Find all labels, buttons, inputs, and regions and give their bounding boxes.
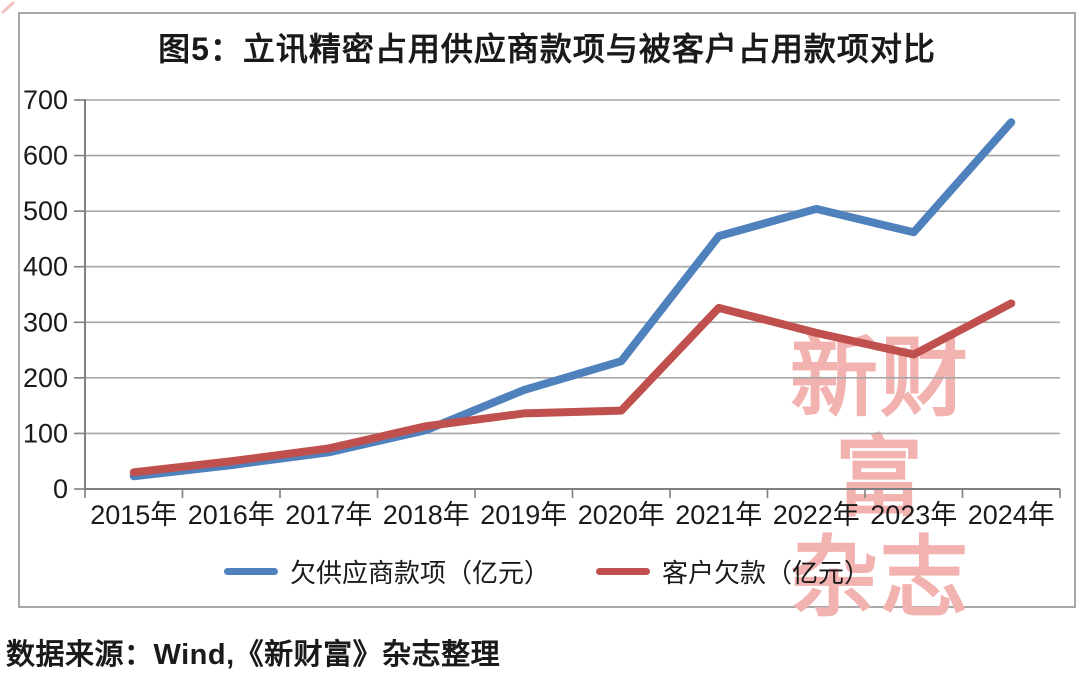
watermark-line1: 新财富 (789, 331, 970, 528)
legend-item-supplier-payables: 欠供应商款项（亿元） (223, 553, 550, 590)
chart-title: 图5：立讯精密占用供应商款项与被客户占用款项对比 (158, 31, 936, 67)
source-note: 数据来源：Wind,《新财富》杂志整理 (6, 639, 501, 671)
legend: 欠供应商款项（亿元） 客户欠款（亿元） (18, 552, 1076, 590)
legend-label-supplier-payables: 欠供应商款项（亿元） (289, 557, 550, 588)
legend-item-customer-receivables: 客户欠款（亿元） (596, 553, 870, 590)
corner-artifact (0, 0, 22, 21)
watermark-line2: 杂志 (789, 531, 970, 628)
legend-label-customer-receivables: 客户欠款（亿元） (662, 557, 871, 588)
legend-marker-customer-receivables (596, 567, 650, 575)
legend-marker-supplier-payables (223, 567, 278, 575)
